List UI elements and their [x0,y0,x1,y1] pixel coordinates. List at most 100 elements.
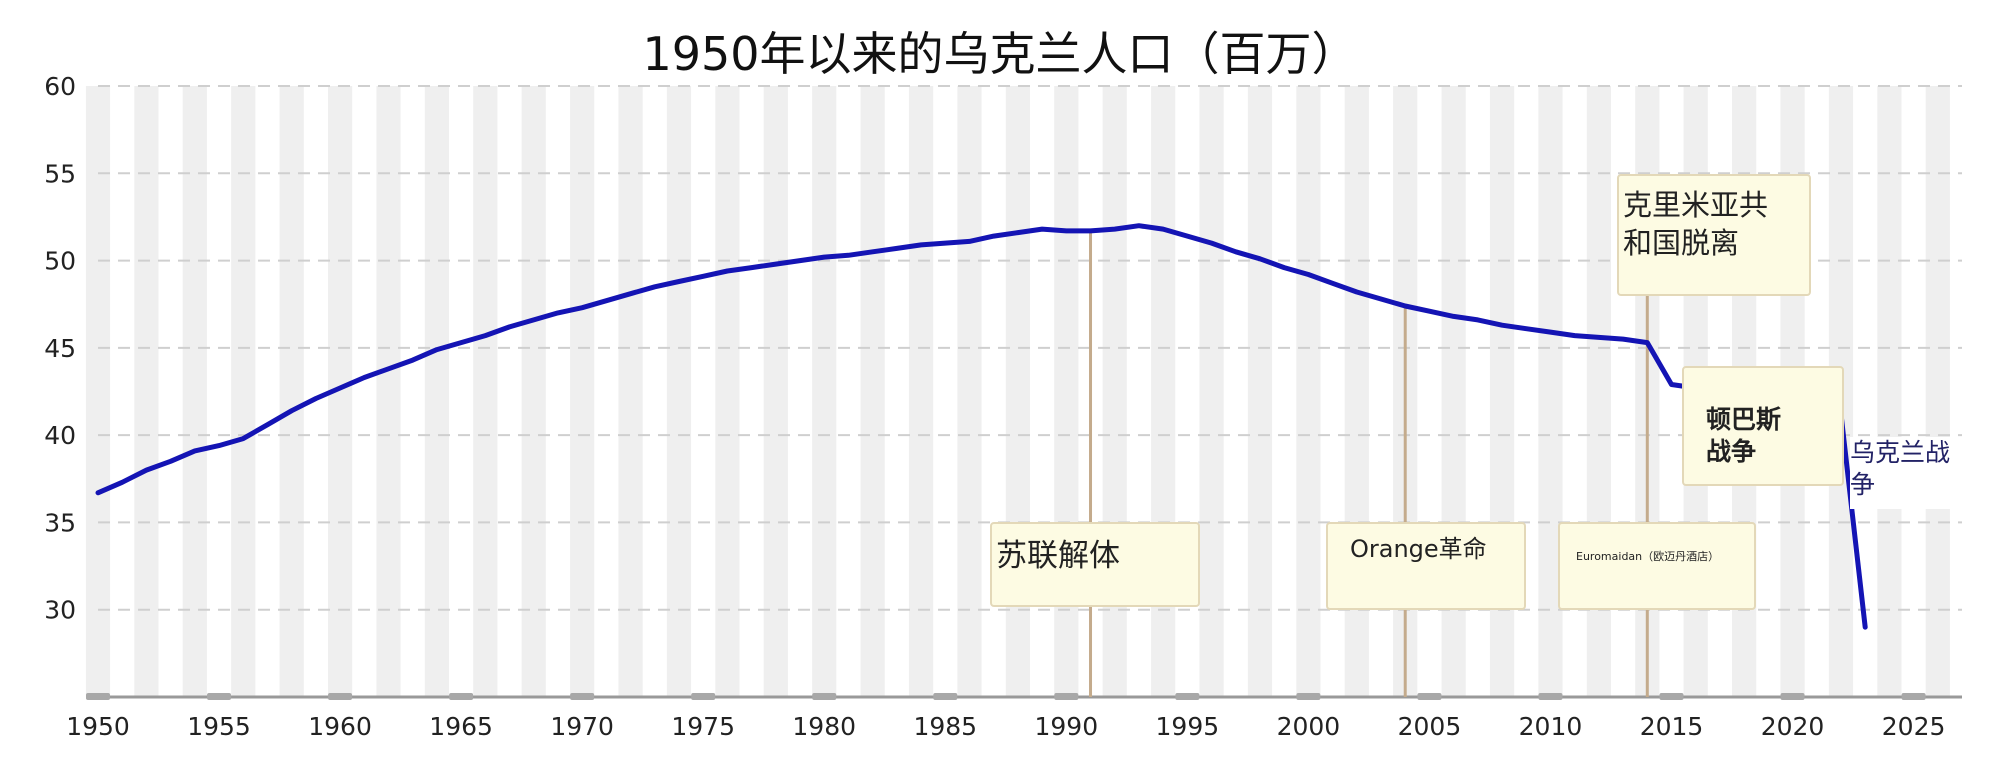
annotation-label: 顿巴斯战争 [1706,405,1782,466]
y-tick-label: 60 [44,72,76,101]
stripe [1296,86,1321,697]
annotation-label: 苏联解体 [996,538,1120,574]
stripe [134,86,159,697]
x-tick-label: 1975 [671,712,735,741]
data-point [1161,227,1166,232]
series-line-population [95,223,1868,630]
data-point [265,422,270,427]
annotation-crimea: 克里米亚共和国脱离 [1617,174,1811,296]
data-point [676,279,681,284]
data-point [1088,228,1093,233]
data-point [1306,272,1311,277]
x-tick-label: 2025 [1882,712,1946,741]
stripe [376,86,401,697]
x-tick-label: 2000 [1277,712,1341,741]
data-point [1596,335,1601,340]
data-point [289,408,294,413]
data-point [773,262,778,267]
stripe [618,86,643,697]
stripe [424,86,450,697]
stripe [715,86,740,697]
stripe [666,86,692,697]
x-tick-mark [1780,693,1805,700]
data-point [96,490,100,495]
data-point [580,305,585,310]
data-point [701,274,706,279]
data-point [386,366,391,371]
data-point [1136,223,1141,228]
x-tick-label: 1995 [1156,712,1220,741]
data-point [410,358,415,363]
data-point [967,239,972,244]
data-point [1669,382,1674,387]
stripe [231,86,256,697]
data-point [749,265,754,270]
data-point [241,436,246,441]
x-tick-mark [1901,693,1926,700]
data-point [1282,265,1287,270]
x-tick-mark [207,693,232,700]
data-point [725,269,730,274]
chart-title: 1950年以来的乌克兰人口（百万） [642,27,1358,81]
annotation-donbas: 顿巴斯战争 [1682,366,1844,486]
x-tick-label: 1965 [429,712,493,741]
data-point [362,375,367,380]
x-axis: 1950 1955 1960 1965 1970 1975 1980 1985 1990 1995… [66,693,1962,741]
x-tick-mark [1054,693,1079,700]
data-point [1064,228,1069,233]
x-tick-label: 1950 [66,712,130,741]
x-tick-mark [449,693,474,700]
stripe [521,86,546,697]
data-point [483,333,488,338]
annotation-label: 克里米亚共和国脱离 [1623,188,1769,260]
data-point [1451,314,1456,319]
x-tick-mark [328,693,353,700]
stripe [860,86,885,697]
y-tick-label: 35 [44,508,76,537]
data-point [1548,330,1553,335]
data-point [822,255,827,260]
data-point [1403,303,1408,308]
x-tick-label: 2005 [1398,712,1462,741]
annotation-soviet-dissolution: 苏联解体 [990,522,1200,607]
data-point [1475,317,1480,322]
x-tick-mark [1417,693,1442,700]
x-tick-mark [86,693,110,700]
data-point [652,284,657,289]
x-tick-label: 1970 [550,712,614,741]
y-tick-label: 45 [44,334,76,363]
data-point [1185,234,1190,239]
y-tick-label: 55 [44,159,76,188]
data-point [1354,289,1359,294]
y-tick-label: 40 [44,421,76,450]
stripe [1247,86,1273,697]
data-point [1112,227,1117,232]
x-tick-mark [570,693,595,700]
annotation-lines [1089,230,1649,697]
x-tick-mark [1296,693,1321,700]
data-point [120,480,125,485]
data-point [434,347,439,352]
x-tick-label: 2015 [1640,712,1704,741]
data-point [1233,249,1238,254]
x-tick-mark [1538,693,1563,700]
data-point [870,249,875,254]
x-tick-label: 1955 [187,712,251,741]
x-tick-label: 2020 [1761,712,1825,741]
stripe [473,86,498,697]
data-point [168,459,173,464]
data-point [1500,323,1505,328]
data-point [1379,296,1384,301]
annotation-label: Euromaidan（欧迈丹酒店） [1576,550,1720,563]
stripe [570,86,595,697]
data-point [1863,625,1868,630]
data-point [1621,337,1626,342]
y-axis-ticks: 30 35 40 45 50 55 60 [44,72,76,625]
data-point [1524,326,1529,331]
data-point [1572,333,1577,338]
data-point [313,396,318,401]
stripe [182,86,207,697]
data-point [1209,241,1214,246]
x-tick-label: 1980 [792,712,856,741]
data-point [604,298,609,303]
